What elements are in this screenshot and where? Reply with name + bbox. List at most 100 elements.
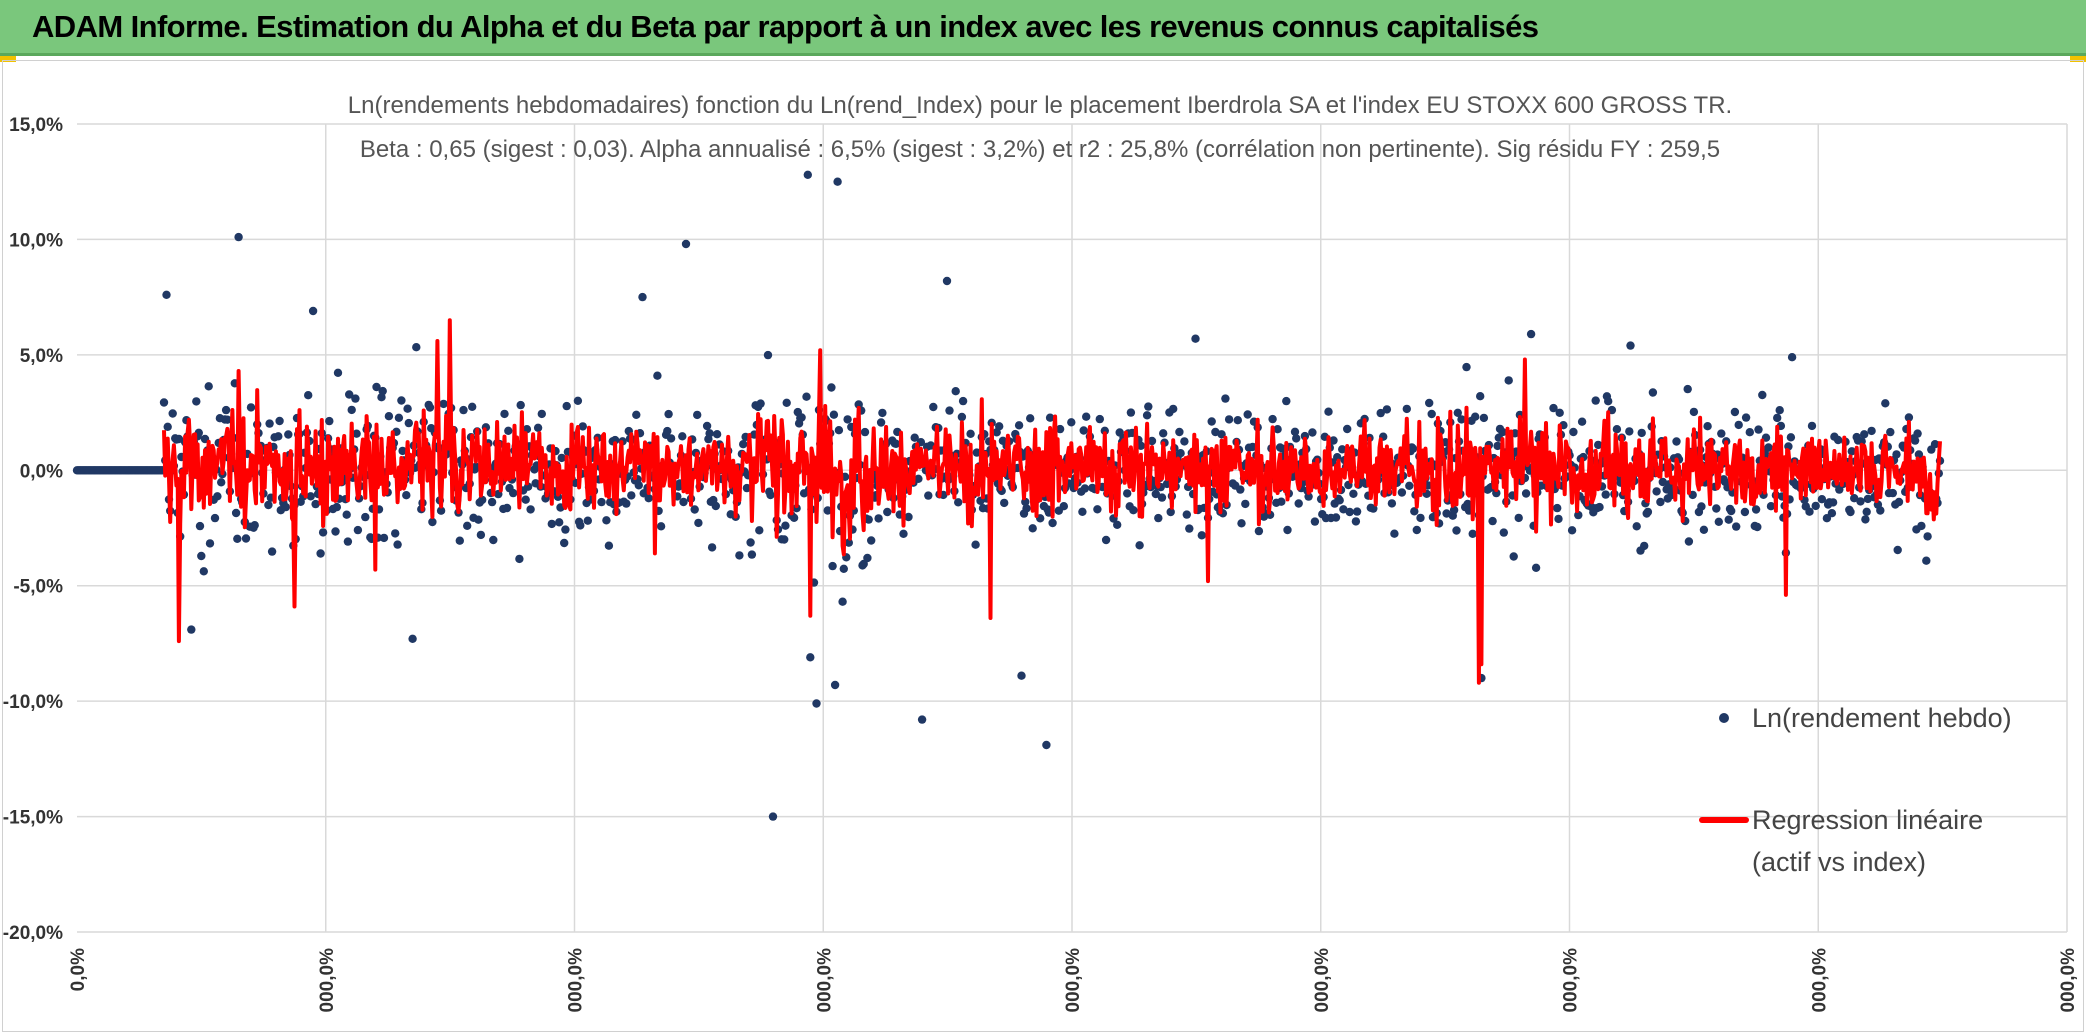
- data-point: [1509, 552, 1518, 561]
- data-point: [1462, 362, 1471, 372]
- data-point: [1147, 436, 1157, 446]
- data-point: [1740, 507, 1750, 517]
- data-point: [500, 409, 509, 419]
- data-point: [1410, 507, 1419, 516]
- data-point: [951, 387, 960, 396]
- data-point: [1310, 517, 1320, 526]
- data-point: [833, 177, 842, 186]
- data-point: [1773, 413, 1782, 423]
- data-point: [958, 396, 968, 406]
- data-point: [844, 538, 853, 547]
- data-point: [1268, 414, 1277, 424]
- data-point: [1294, 499, 1303, 508]
- data-point: [306, 492, 315, 501]
- data-point: [863, 553, 872, 563]
- data-point: [1345, 507, 1354, 517]
- data-point: [403, 404, 412, 413]
- data-point: [471, 462, 481, 471]
- data-point: [583, 516, 592, 525]
- data-point: [1549, 403, 1558, 413]
- data-point: [197, 551, 206, 561]
- data-point: [521, 495, 530, 504]
- data-point: [1766, 502, 1776, 511]
- data-point: [573, 396, 583, 405]
- data-point: [275, 416, 284, 426]
- data-point: [1343, 424, 1352, 434]
- y-tick-label: 10,0%: [9, 230, 63, 251]
- data-point: [1022, 504, 1031, 513]
- data-point: [1243, 410, 1252, 419]
- data-point: [163, 422, 172, 431]
- data-point: [678, 432, 687, 441]
- data-point: [859, 559, 868, 569]
- data-point: [1335, 496, 1344, 505]
- data-point: [1892, 450, 1901, 459]
- data-point: [766, 490, 775, 500]
- data-point: [634, 481, 643, 490]
- data-point: [394, 413, 404, 422]
- data-point: [547, 519, 556, 529]
- data-point: [168, 409, 177, 418]
- data-point: [504, 426, 513, 435]
- data-point: [1402, 404, 1412, 414]
- data-point: [904, 512, 913, 522]
- data-point: [246, 403, 256, 412]
- data-point: [755, 526, 764, 535]
- data-point: [412, 343, 421, 352]
- data-point: [891, 439, 901, 448]
- data-point: [561, 525, 570, 534]
- data-point: [1876, 506, 1885, 515]
- data-point: [1727, 506, 1736, 516]
- data-point: [1237, 519, 1246, 528]
- data-point: [867, 536, 876, 545]
- data-point: [742, 483, 752, 493]
- y-tick-label: 0,0%: [20, 461, 63, 482]
- data-point: [694, 518, 703, 528]
- data-point: [1425, 398, 1434, 408]
- chart-title-line2: Beta : 0,65 (sigest : 0,03). Alpha annua…: [360, 136, 1720, 163]
- y-tick-label: -5,0%: [13, 577, 63, 598]
- data-point: [1833, 435, 1843, 445]
- data-point: [1860, 430, 1869, 439]
- data-point: [489, 535, 498, 545]
- data-point: [578, 422, 587, 431]
- data-point: [281, 502, 290, 512]
- data-point: [361, 512, 370, 522]
- scatter-points: [72, 170, 1945, 821]
- data-point: [929, 402, 938, 412]
- data-point: [627, 491, 636, 500]
- data-point: [878, 408, 887, 418]
- data-point: [1632, 522, 1641, 531]
- data-point: [560, 538, 569, 548]
- data-point: [526, 505, 535, 514]
- legend-label-scatter: Ln(rendement hebdo): [1752, 703, 2012, 733]
- data-point: [1643, 507, 1653, 517]
- data-point: [802, 392, 811, 401]
- data-point: [1672, 437, 1681, 446]
- data-point: [1656, 497, 1665, 507]
- data-point: [602, 516, 611, 525]
- data-point: [966, 429, 975, 438]
- data-point: [1026, 414, 1035, 423]
- data-point: [1042, 740, 1051, 750]
- data-point: [1304, 492, 1313, 501]
- data-point: [1734, 420, 1743, 430]
- data-point: [746, 538, 755, 547]
- data-point: [712, 430, 722, 439]
- data-point: [1910, 436, 1920, 445]
- data-point: [195, 521, 205, 531]
- data-point: [876, 418, 886, 427]
- data-point: [404, 418, 413, 428]
- data-point: [1176, 449, 1185, 458]
- data-point: [1499, 528, 1509, 537]
- data-point: [604, 541, 614, 550]
- data-point: [883, 507, 892, 517]
- x-tick-label: 000,0%: [1312, 948, 1333, 1013]
- data-point: [1329, 436, 1338, 445]
- data-point: [331, 527, 340, 536]
- data-point: [393, 540, 402, 549]
- data-point: [372, 382, 381, 392]
- data-point: [1764, 443, 1773, 452]
- data-point: [205, 539, 215, 548]
- data-point: [250, 521, 259, 530]
